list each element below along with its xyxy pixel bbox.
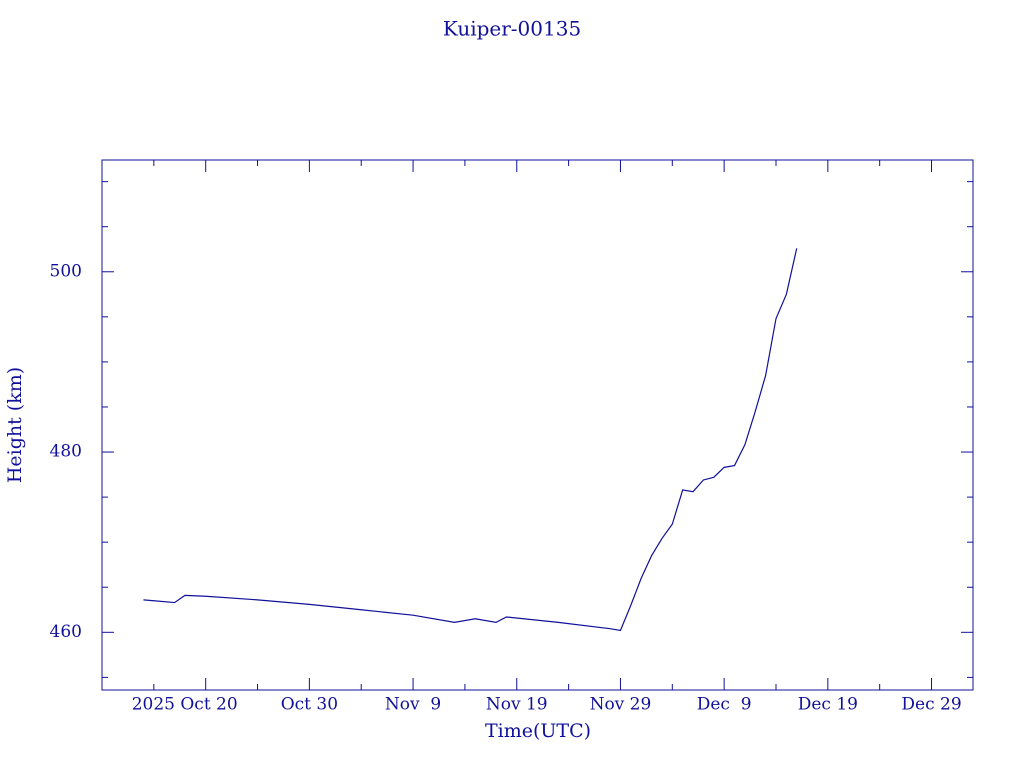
x-tick-label: Dec 19 (798, 695, 858, 715)
data-line (143, 248, 798, 632)
x-tick-label: Dec 29 (901, 695, 961, 715)
x-tick-label: Oct 30 (281, 695, 338, 715)
x-tick-label: Nov 9 (385, 695, 441, 715)
chart-title: Kuiper-00135 (443, 17, 581, 41)
x-tick-label: 2025 Oct 20 (132, 695, 238, 715)
y-tick-label: 500 (50, 261, 82, 281)
y-tick-label: 460 (50, 622, 82, 642)
x-tick-label: Nov 29 (590, 695, 652, 715)
x-tick-label: Dec 9 (697, 695, 752, 715)
y-axis-label: Height (km) (4, 367, 26, 483)
y-tick-label: 480 (50, 442, 82, 462)
plot-frame (101, 159, 974, 691)
x-axis-label: Time(UTC) (485, 720, 591, 742)
x-tick-label: Nov 19 (486, 695, 548, 715)
